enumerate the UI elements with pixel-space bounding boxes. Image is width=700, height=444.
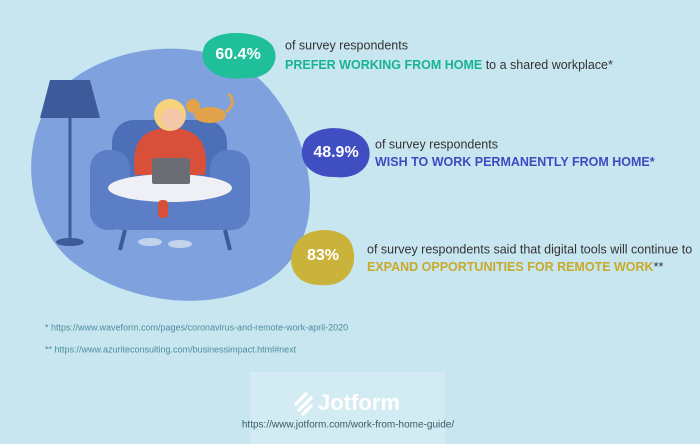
laptop [152,158,190,184]
stat-text: PREFER WORKING FROM HOME to a shared wor… [285,58,613,72]
brand-logo [294,392,313,416]
slipper [138,238,162,246]
stat-value: 60.4% [215,46,260,63]
person-face [161,108,183,130]
brand-name: Jotform [318,390,400,415]
stat-blob [202,32,276,79]
stat-value: 83% [307,247,339,264]
stat-highlight: PREFER WORKING FROM HOME [285,58,482,72]
chair-leg [118,229,127,251]
stat-rest: ** [654,260,664,274]
chair-leg [223,229,232,251]
slipper [168,240,192,248]
stat-highlight: EXPAND OPPORTUNITIES FOR REMOTE WORK [367,260,654,274]
cat-head [186,99,200,113]
stat-blob [301,128,370,178]
stat-text: of survey respondents said that digital … [367,242,692,256]
logo-mark [294,392,313,416]
stat-text: EXPAND OPPORTUNITIES FOR REMOTE WORK** [367,260,663,274]
footnote: ** https://www.azuriteconsulting.com/bus… [45,344,297,354]
stat-value: 48.9% [313,144,358,161]
footer-url: https://www.jotform.com/work-from-home-g… [242,420,455,431]
lamp-shade [40,80,100,118]
stat-rest: to a shared workplace* [482,58,613,72]
cat [194,107,226,123]
person-legs [108,174,232,202]
footer-panel [250,372,445,444]
stat-highlight: WISH TO WORK PERMANENTLY FROM HOME* [375,155,655,169]
lamp-base [56,238,84,246]
footnote: * https://www.waveform.com/pages/coronav… [45,322,348,332]
cat-tail [224,92,234,114]
stat-blob [291,230,355,286]
stat-text: of survey respondents [285,38,408,52]
person-foot [158,200,168,218]
stat-text: WISH TO WORK PERMANENTLY FROM HOME* [375,155,655,169]
stat-text: of survey respondents [375,137,498,151]
